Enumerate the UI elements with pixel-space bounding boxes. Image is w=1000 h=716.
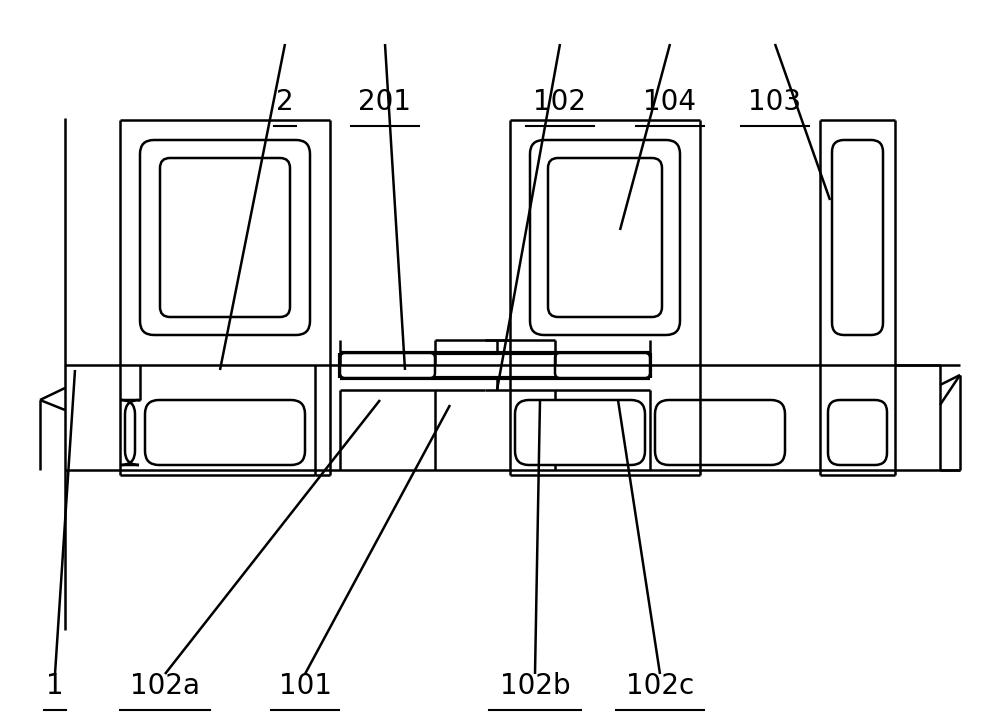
FancyBboxPatch shape	[555, 353, 650, 378]
Text: 104: 104	[644, 88, 696, 116]
FancyBboxPatch shape	[548, 158, 662, 317]
FancyBboxPatch shape	[828, 400, 887, 465]
Text: 201: 201	[358, 88, 412, 116]
Text: 101: 101	[278, 672, 332, 700]
Text: 102b: 102b	[500, 672, 570, 700]
FancyBboxPatch shape	[140, 140, 310, 335]
Text: 103: 103	[748, 88, 802, 116]
Text: 102c: 102c	[626, 672, 694, 700]
FancyBboxPatch shape	[121, 400, 139, 465]
Text: 2: 2	[276, 88, 294, 116]
FancyBboxPatch shape	[145, 400, 305, 465]
FancyBboxPatch shape	[530, 140, 680, 335]
FancyBboxPatch shape	[655, 400, 785, 465]
Text: 102a: 102a	[130, 672, 200, 700]
FancyBboxPatch shape	[160, 158, 290, 317]
FancyBboxPatch shape	[340, 353, 435, 378]
Text: 1: 1	[46, 672, 64, 700]
Text: 102: 102	[534, 88, 586, 116]
FancyBboxPatch shape	[832, 140, 883, 335]
FancyBboxPatch shape	[515, 400, 645, 465]
